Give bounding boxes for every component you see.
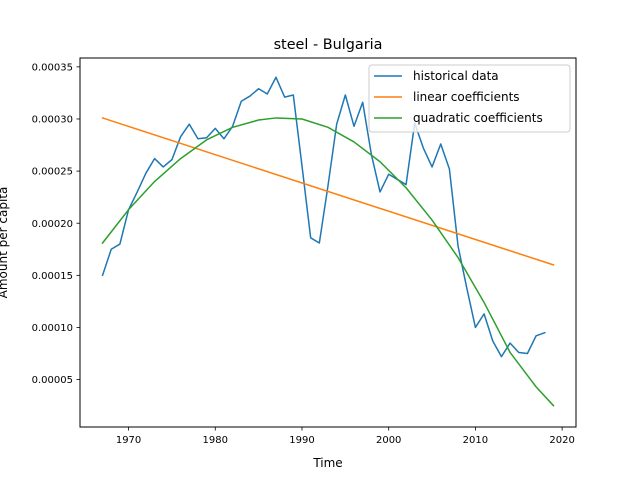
y-tick-label: 0.00010 (32, 323, 73, 334)
series-line-1 (101, 116, 555, 266)
y-tick-label: 0.00020 (32, 219, 73, 230)
x-tick-label: 1990 (289, 435, 314, 446)
y-tick-label: 0.00005 (32, 375, 73, 386)
legend-label-2: quadratic coefficients (413, 111, 543, 125)
x-tick-label: 2020 (549, 435, 574, 446)
plot-frame (79, 57, 577, 428)
x-tick-label: 1970 (116, 435, 141, 446)
legend-box (368, 64, 571, 133)
legend: historical data linear coefficients quadra… (368, 64, 571, 133)
legend-label-0: historical data (413, 69, 499, 83)
series-line-2 (101, 117, 555, 407)
y-axis: 0.00005 0.00010 0.00015 0.00020 0.00025 0.000… (32, 62, 80, 386)
x-tick-label: 1980 (203, 435, 228, 446)
series-layer (101, 76, 555, 407)
x-tick-label: 2010 (463, 435, 488, 446)
y-tick-label: 0.00035 (32, 62, 73, 73)
y-tick-label: 0.00025 (32, 167, 73, 178)
chart-title: steel - Bulgaria (274, 37, 383, 53)
x-axis: 1970 1980 1990 2000 2010 2020 (116, 427, 575, 446)
y-tick-label: 0.00030 (32, 115, 73, 126)
legend-label-1: linear coefficients (413, 90, 520, 104)
y-axis-label: Amount per capita (0, 187, 10, 299)
series-line-0 (101, 76, 546, 358)
y-tick-label: 0.00015 (32, 271, 73, 282)
x-tick-label: 2000 (376, 435, 401, 446)
x-axis-label: Time (312, 456, 342, 470)
